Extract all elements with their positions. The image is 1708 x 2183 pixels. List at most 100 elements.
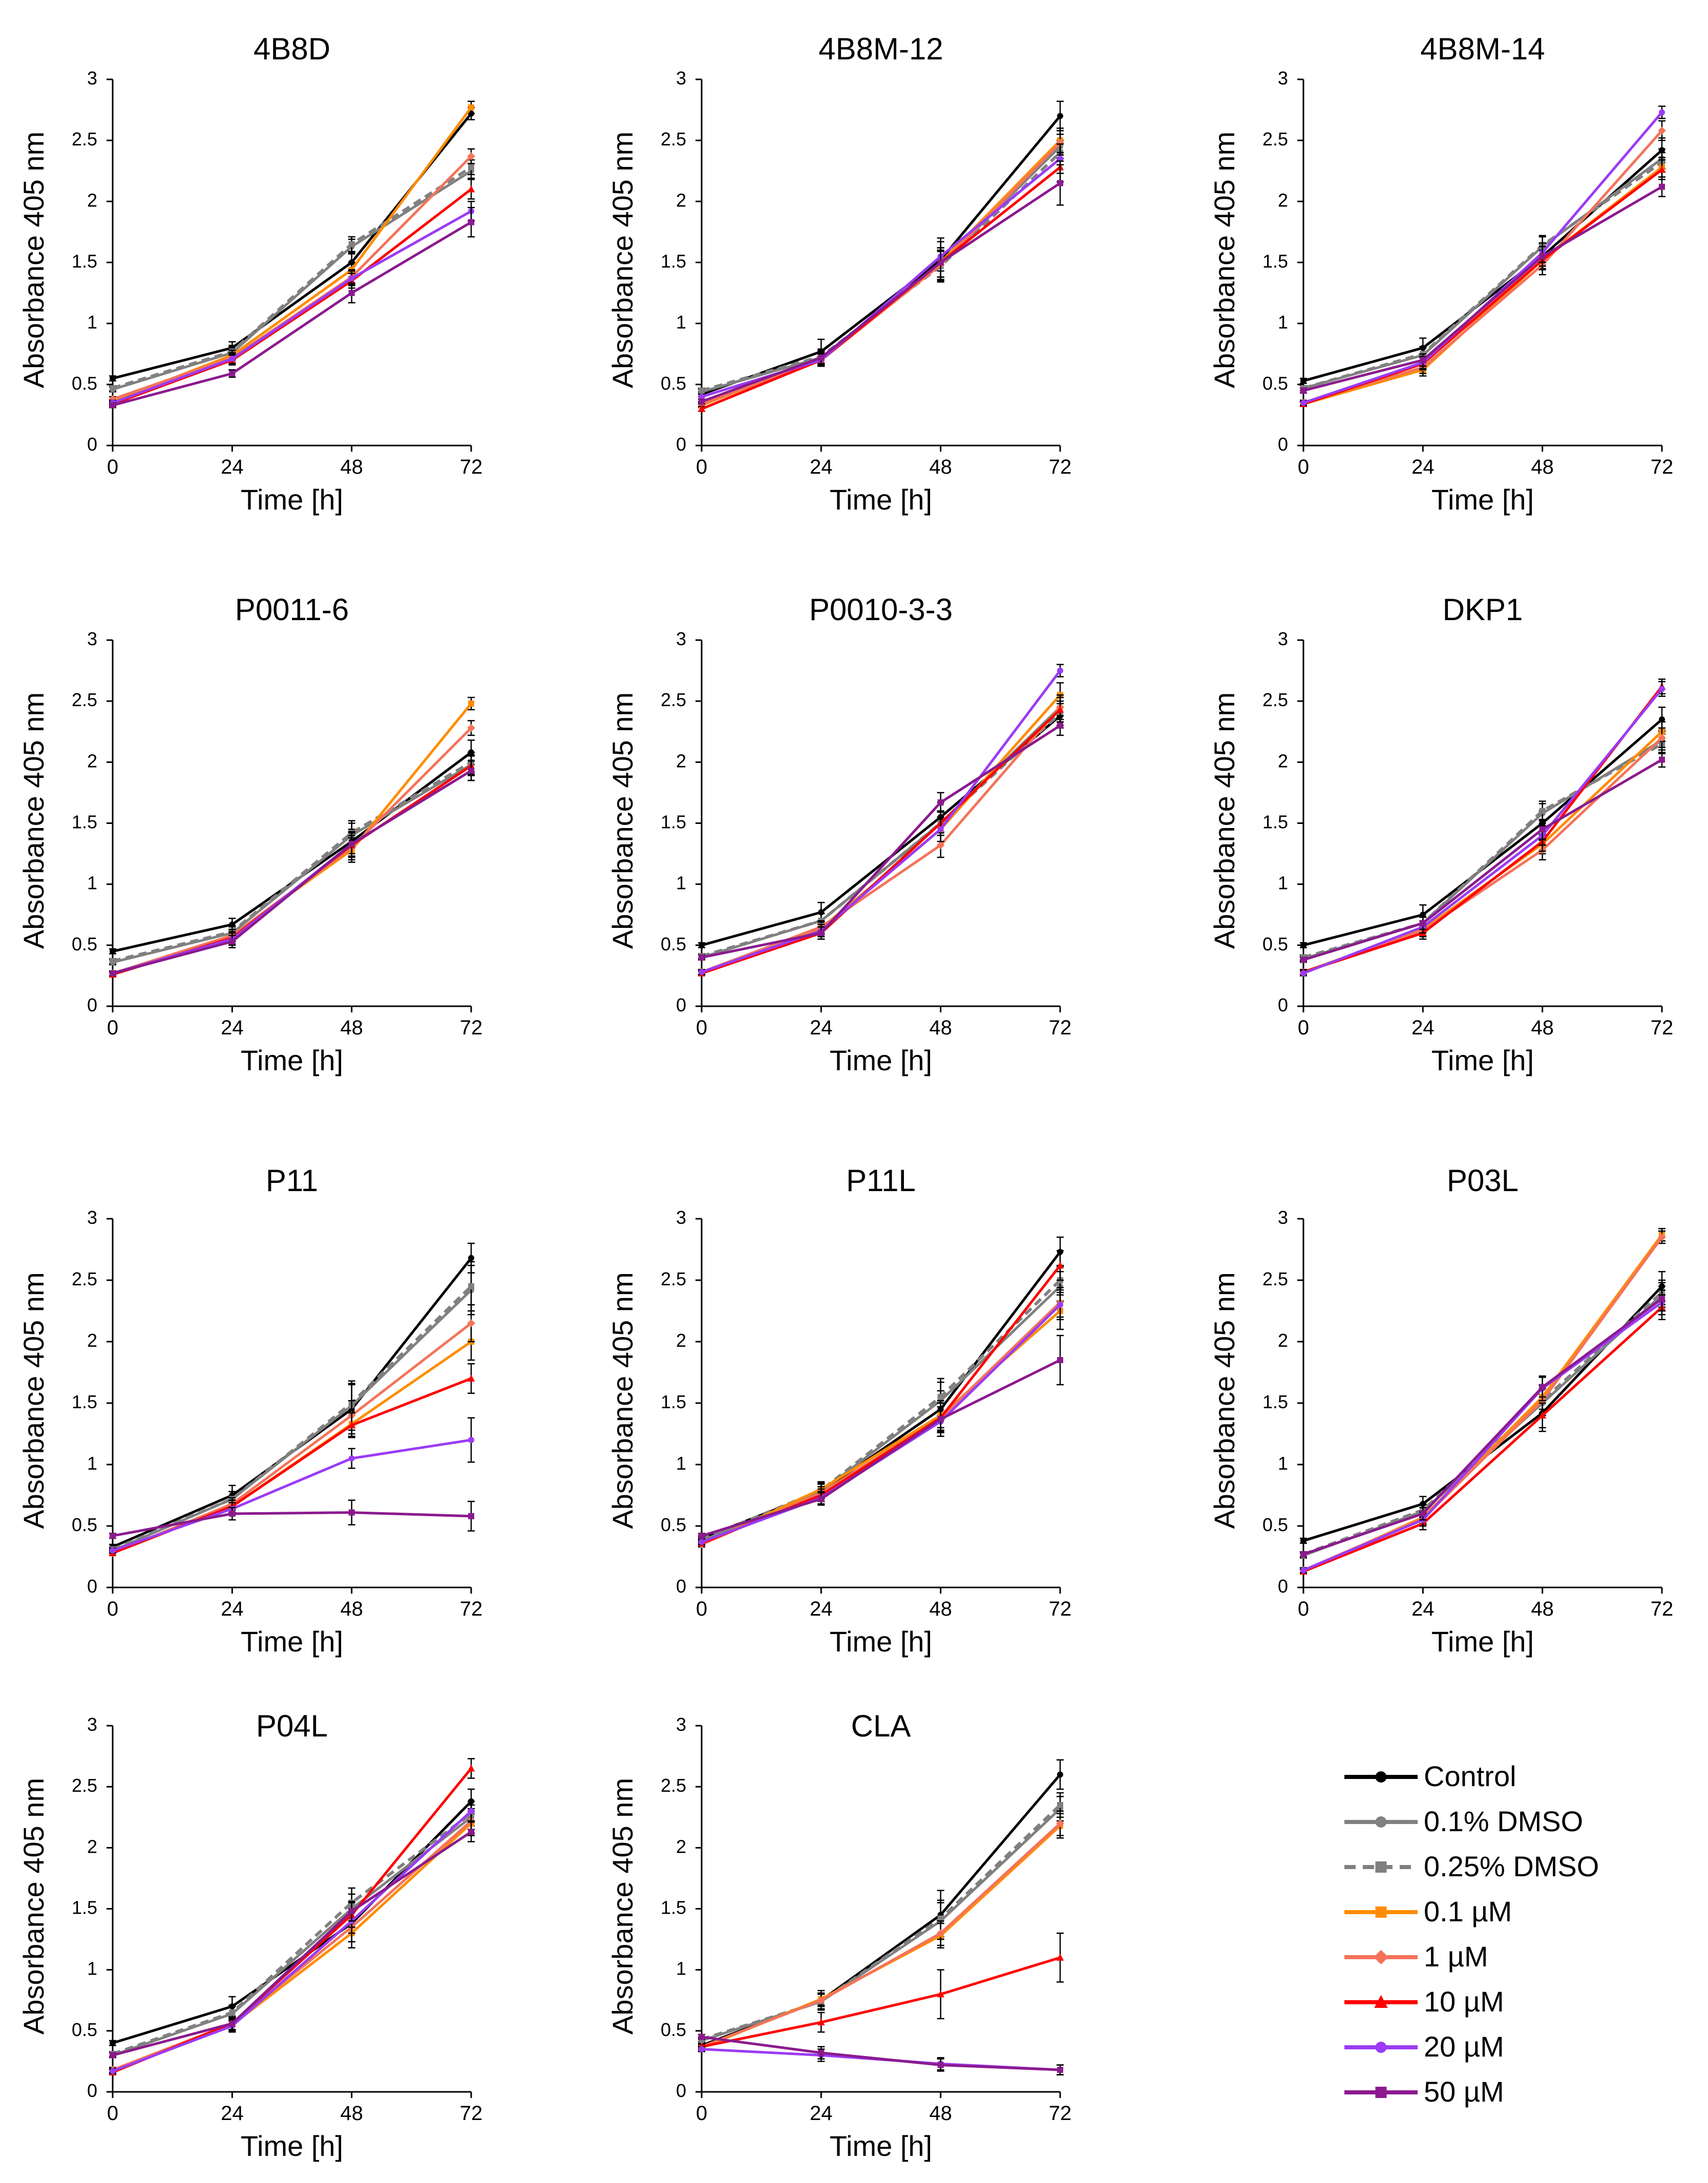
- data-point: [110, 1533, 116, 1539]
- chart-cla: CLA 0 0.5 1 1.5 2 2.5 3 0 24 48 72 Time [h] Absorbanc…: [606, 1709, 1071, 2162]
- series-0-1pct-dmso: [1300, 148, 1665, 391]
- legend-marker: [1375, 1816, 1387, 1828]
- data-point: [1056, 1954, 1064, 1961]
- series-1-m: [1299, 1230, 1666, 1575]
- series-line: [701, 1304, 1061, 1543]
- data-point: [1658, 165, 1666, 173]
- data-point: [1659, 109, 1665, 116]
- series-0-25pct-dmso: [698, 1792, 1064, 2043]
- chart-title: P03L: [1447, 1163, 1519, 1198]
- x-tick-label: 0: [107, 456, 118, 478]
- data-point: [936, 1929, 945, 1937]
- y-axis-label: Absorbance 405 nm: [1208, 132, 1240, 388]
- series-line: [701, 151, 1062, 392]
- data-point: [229, 938, 236, 945]
- series-line: [112, 155, 472, 400]
- data-point: [110, 2052, 116, 2059]
- y-tick-label: 1.5: [1262, 251, 1288, 272]
- data-point: [1539, 253, 1546, 260]
- series-line: [701, 1310, 1061, 1546]
- series-line: [701, 1804, 1062, 2041]
- x-tick-label: 48: [340, 1598, 363, 1620]
- series-20-m: [1300, 1289, 1665, 1574]
- y-tick-label: 1: [676, 1453, 686, 1474]
- y-tick-label: 2.5: [72, 1268, 97, 1289]
- data-point: [1057, 180, 1063, 186]
- y-tick-label: 1.5: [661, 812, 686, 833]
- y-tick-label: 1.5: [72, 1391, 97, 1412]
- data-point: [110, 385, 116, 391]
- legend-label: 50 µM: [1424, 2075, 1504, 2108]
- data-point: [468, 219, 474, 225]
- x-axis-label: Time [h]: [241, 1625, 343, 1658]
- series-line: [701, 1251, 1061, 1540]
- x-tick-label: 72: [1651, 456, 1674, 478]
- series-line: [112, 1812, 472, 2055]
- x-axis-label: Time [h]: [830, 1625, 932, 1658]
- series-50-m: [109, 1821, 475, 2059]
- legend-label: 0.1 µM: [1424, 1895, 1512, 1927]
- x-axis-label: Time [h]: [830, 483, 932, 516]
- data-point: [937, 259, 944, 266]
- data-point: [1057, 1801, 1063, 1808]
- chart-dkp1: DKP1 0 0.5 1 1.5 2 2.5 3 0 24 48 72 Time [h] Absorban…: [1208, 592, 1673, 1076]
- data-point: [818, 930, 825, 936]
- y-tick-label: 0.5: [72, 1514, 97, 1535]
- x-tick-label: 0: [696, 1598, 707, 1620]
- y-tick-label: 1: [676, 312, 686, 333]
- series-line: [701, 1956, 1061, 2048]
- data-point: [699, 1533, 705, 1539]
- series-50-m: [109, 1499, 475, 1539]
- data-point: [468, 1283, 474, 1289]
- data-point: [699, 387, 705, 394]
- x-tick-label: 24: [221, 456, 244, 478]
- series-line: [1303, 1306, 1663, 1573]
- series-line: [112, 703, 472, 976]
- x-tick-label: 24: [1411, 1598, 1435, 1620]
- legend-item-20-m: 20 µM: [1344, 2030, 1504, 2063]
- data-point: [1539, 1384, 1546, 1390]
- chart-title: P0010-3-3: [809, 592, 953, 627]
- data-point: [110, 970, 116, 977]
- y-tick-label: 2.5: [1262, 1268, 1288, 1289]
- data-point: [348, 1455, 355, 1461]
- x-axis-label: Time [h]: [830, 2130, 932, 2162]
- y-axis-label: Absorbance 405 nm: [17, 1778, 50, 2034]
- series-20-m: [1300, 105, 1665, 406]
- y-tick-label: 0.5: [72, 373, 97, 394]
- series-control: [109, 107, 475, 382]
- y-tick-label: 2: [676, 189, 686, 210]
- data-point: [468, 1829, 474, 1835]
- series-line: [112, 1831, 472, 2057]
- y-tick-label: 1.5: [1262, 1391, 1288, 1412]
- x-tick-label: 48: [1531, 1598, 1554, 1620]
- series-line: [701, 714, 1061, 947]
- series-line: [1303, 686, 1663, 973]
- y-tick-label: 2: [676, 750, 686, 771]
- y-tick-label: 1: [87, 312, 97, 333]
- series-line: [112, 1800, 472, 2045]
- data-point: [468, 1255, 474, 1261]
- y-tick-label: 1: [676, 1958, 686, 1979]
- x-tick-label: 72: [1651, 1016, 1674, 1039]
- y-tick-label: 3: [1278, 68, 1288, 89]
- y-tick-label: 2: [87, 189, 97, 210]
- y-axis-label: Absorbance 405 nm: [606, 132, 639, 388]
- x-tick-label: 24: [1411, 1016, 1435, 1039]
- data-point: [467, 724, 475, 732]
- y-tick-label: 0: [1278, 1576, 1288, 1597]
- data-point: [109, 395, 117, 404]
- data-point: [348, 290, 355, 296]
- series-line: [112, 1438, 472, 1552]
- series-line: [1303, 111, 1663, 404]
- legend-item-0-1-m: 0.1 µM: [1344, 1895, 1512, 1927]
- legend-marker: [1374, 1949, 1388, 1965]
- x-tick-label: 72: [1049, 456, 1072, 478]
- series-0-1-m: [1300, 1227, 1665, 1575]
- data-point: [110, 2040, 116, 2046]
- data-point: [1056, 706, 1064, 713]
- data-point: [1300, 387, 1306, 394]
- legend-marker: [1375, 2087, 1387, 2098]
- y-tick-label: 0.5: [661, 2019, 686, 2040]
- series-0-1-m: [698, 128, 1064, 409]
